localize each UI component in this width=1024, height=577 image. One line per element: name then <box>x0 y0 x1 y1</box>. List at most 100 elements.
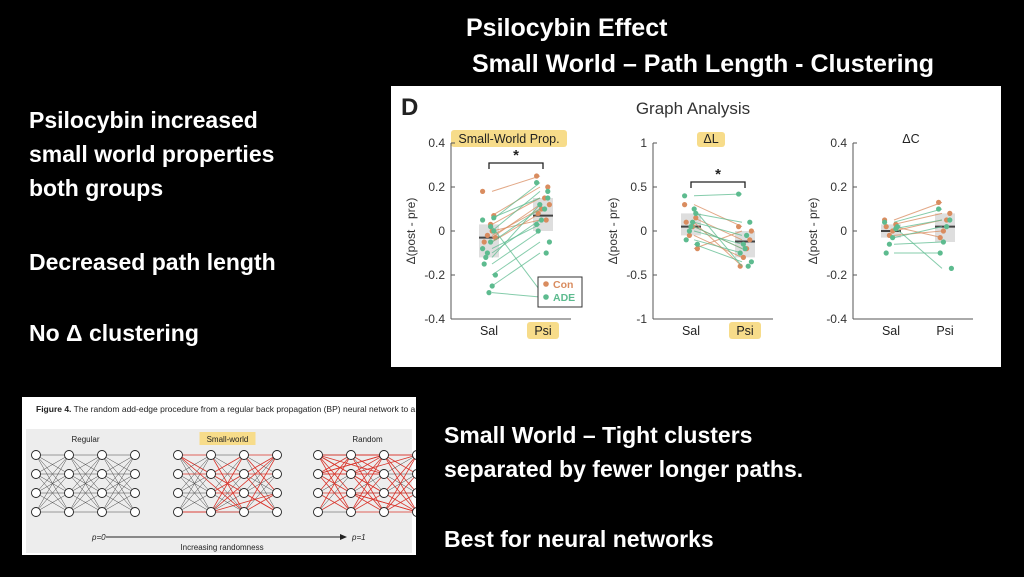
network-node <box>313 507 323 517</box>
psi-highlight <box>527 322 559 339</box>
network-edge <box>68 473 103 513</box>
network-edge <box>177 454 212 475</box>
network-node <box>272 507 282 517</box>
network-edge <box>383 454 418 494</box>
network-label: Regular <box>71 435 99 444</box>
data-point <box>940 228 947 234</box>
data-point <box>736 224 742 230</box>
data-point <box>688 224 694 230</box>
network-node <box>346 469 356 479</box>
network-edge <box>177 454 212 513</box>
paired-line <box>491 191 541 232</box>
y-tick-label: -0.2 <box>826 268 847 282</box>
x-tick-label: Sal <box>480 324 498 338</box>
network-node <box>412 507 422 517</box>
title-highlight <box>451 130 567 147</box>
data-point <box>940 239 947 245</box>
data-point <box>740 254 746 260</box>
graph-analysis-figure: D Graph Analysis Small-World Prop. 0.4 0.2… <box>401 94 973 339</box>
network-edge <box>35 454 70 494</box>
paired-line <box>893 226 943 239</box>
paired-line <box>491 292 541 298</box>
data-point <box>948 265 955 271</box>
network-node <box>346 450 356 460</box>
network-edge <box>243 454 278 475</box>
network-node <box>173 507 183 517</box>
data-point <box>682 193 688 199</box>
paired-line <box>893 241 943 245</box>
y-tick-label: 0 <box>840 224 847 238</box>
paired-line <box>693 221 743 236</box>
network-node <box>379 507 389 517</box>
network-node <box>412 450 422 460</box>
paired-line <box>693 204 743 228</box>
network-edge <box>35 454 70 513</box>
network-node <box>346 507 356 517</box>
data-point <box>543 217 549 223</box>
right-text-block: Small World – Tight clusters separated b… <box>444 418 803 486</box>
network-edge <box>210 454 245 475</box>
network-edge <box>350 492 385 513</box>
network-node <box>130 469 140 479</box>
network-label: Small-world <box>207 435 249 444</box>
y-tick-label: 0.5 <box>630 180 647 194</box>
paired-line <box>693 212 743 223</box>
network-node <box>97 469 107 479</box>
x-tick-label: Psi <box>534 324 551 338</box>
network-edge <box>177 492 212 513</box>
paired-line <box>491 226 541 291</box>
network-node <box>239 507 249 517</box>
network-edge <box>350 492 418 513</box>
network-edge <box>383 454 418 475</box>
network-edge <box>177 454 245 513</box>
data-point <box>543 250 549 256</box>
network-node <box>272 450 282 460</box>
paired-line <box>893 208 943 223</box>
network-node <box>313 469 323 479</box>
x-tick-label: Sal <box>682 324 700 338</box>
x-tick-label: Psi <box>936 324 953 338</box>
paired-line <box>693 226 743 250</box>
paired-line <box>491 182 541 221</box>
network-node <box>272 469 282 479</box>
significance-star: * <box>715 166 721 183</box>
data-point <box>748 259 754 265</box>
panel-letter: D <box>401 94 418 121</box>
data-point <box>491 228 497 234</box>
arrow-head <box>340 534 347 540</box>
data-point <box>944 224 950 230</box>
data-point <box>686 228 692 234</box>
y-tick-label: -0.4 <box>424 312 445 326</box>
network-edge <box>383 454 418 513</box>
network-edge <box>68 454 103 475</box>
network-edge <box>350 454 385 475</box>
p-start-label: p=0 <box>91 533 106 542</box>
significance-star: * <box>513 147 519 164</box>
network-edge <box>210 492 245 513</box>
data-point <box>484 250 490 256</box>
significance-bracket <box>690 181 746 188</box>
network-edge <box>350 454 418 475</box>
data-point <box>693 215 699 221</box>
paired-line <box>893 226 943 269</box>
network-node <box>173 450 183 460</box>
network-node <box>239 450 249 460</box>
network-node <box>173 488 183 498</box>
paired-line <box>491 223 541 250</box>
left-point: small world properties <box>29 141 275 167</box>
data-point <box>748 228 754 234</box>
axis-label: Increasing randomness <box>180 543 263 552</box>
data-point <box>744 232 750 238</box>
data-point <box>534 221 540 227</box>
slide-title-line1: Psilocybin Effect <box>466 14 668 42</box>
paired-line <box>693 193 743 197</box>
data-point <box>535 228 541 234</box>
network-edge <box>35 473 70 513</box>
y-tick-label: -0.2 <box>424 268 445 282</box>
data-point <box>492 272 498 278</box>
slide-title-line2: Small World – Path Length - Clustering <box>472 50 935 78</box>
data-point <box>883 250 889 256</box>
paired-line <box>893 219 943 230</box>
data-point <box>683 219 689 225</box>
network-node <box>412 488 422 498</box>
